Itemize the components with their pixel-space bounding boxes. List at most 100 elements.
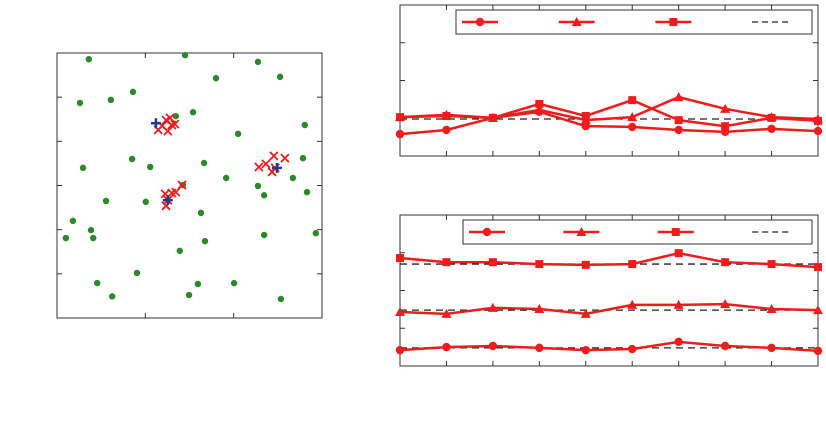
point xyxy=(673,92,684,102)
point xyxy=(271,162,282,173)
point xyxy=(475,17,485,27)
series-line xyxy=(399,251,819,269)
point xyxy=(674,337,683,347)
point xyxy=(201,237,209,245)
point xyxy=(189,108,197,116)
point xyxy=(194,280,202,288)
point xyxy=(69,217,77,225)
point xyxy=(163,126,173,136)
point xyxy=(534,104,545,114)
point xyxy=(234,130,242,138)
point xyxy=(395,345,405,355)
point xyxy=(482,227,492,237)
point xyxy=(146,163,154,171)
point xyxy=(277,295,285,303)
point xyxy=(813,126,823,136)
point xyxy=(488,113,497,122)
point xyxy=(628,96,637,105)
point xyxy=(167,120,177,130)
point xyxy=(535,99,544,108)
point xyxy=(109,293,116,300)
point xyxy=(721,258,730,267)
point xyxy=(720,299,731,309)
point xyxy=(395,307,405,317)
point xyxy=(129,88,137,96)
point xyxy=(674,125,683,135)
point xyxy=(150,118,161,129)
point xyxy=(254,58,262,66)
point xyxy=(814,263,822,272)
point xyxy=(441,308,452,318)
point xyxy=(487,302,498,312)
point xyxy=(90,234,97,242)
point xyxy=(170,119,180,129)
point xyxy=(176,247,183,255)
point xyxy=(767,260,776,269)
series-line xyxy=(399,302,819,316)
point xyxy=(254,162,264,172)
point xyxy=(79,164,87,172)
series-line xyxy=(399,98,819,128)
point xyxy=(627,112,638,122)
point xyxy=(767,113,776,122)
series-line xyxy=(399,110,819,136)
point xyxy=(396,113,404,122)
point xyxy=(442,111,451,120)
point xyxy=(177,180,187,190)
point xyxy=(197,209,205,217)
point xyxy=(581,111,590,120)
point xyxy=(396,254,404,263)
point xyxy=(813,346,823,356)
point xyxy=(628,122,637,132)
point xyxy=(102,197,110,205)
point xyxy=(269,151,279,161)
point xyxy=(671,228,680,236)
point xyxy=(162,195,173,206)
point xyxy=(674,116,683,125)
point xyxy=(580,308,591,318)
point xyxy=(165,113,175,123)
point xyxy=(767,343,776,353)
point xyxy=(303,188,311,196)
point xyxy=(628,344,637,354)
point xyxy=(312,230,320,237)
point xyxy=(289,174,297,182)
point xyxy=(627,299,638,309)
point xyxy=(488,341,498,351)
point xyxy=(142,198,149,206)
point xyxy=(442,342,451,352)
point xyxy=(133,269,141,277)
point xyxy=(301,121,308,129)
point xyxy=(107,96,115,104)
point xyxy=(85,55,93,63)
point xyxy=(720,341,730,351)
point xyxy=(200,159,208,167)
point xyxy=(628,260,637,269)
plot-frame xyxy=(56,52,323,319)
point xyxy=(276,73,284,81)
point xyxy=(766,303,777,313)
point xyxy=(669,18,678,26)
series-line xyxy=(399,340,819,353)
point xyxy=(535,260,544,269)
point xyxy=(260,231,268,239)
point xyxy=(673,299,684,309)
point xyxy=(576,227,587,236)
point xyxy=(571,17,582,26)
point xyxy=(222,174,230,182)
point xyxy=(581,345,590,355)
point xyxy=(212,74,220,82)
point xyxy=(181,52,189,59)
point xyxy=(254,182,262,190)
point xyxy=(674,249,683,258)
point xyxy=(813,305,823,315)
point xyxy=(128,155,136,163)
point xyxy=(767,124,776,134)
point xyxy=(261,159,271,169)
point xyxy=(87,226,95,234)
point xyxy=(814,116,822,125)
legend-box xyxy=(455,9,813,35)
point xyxy=(185,291,193,299)
